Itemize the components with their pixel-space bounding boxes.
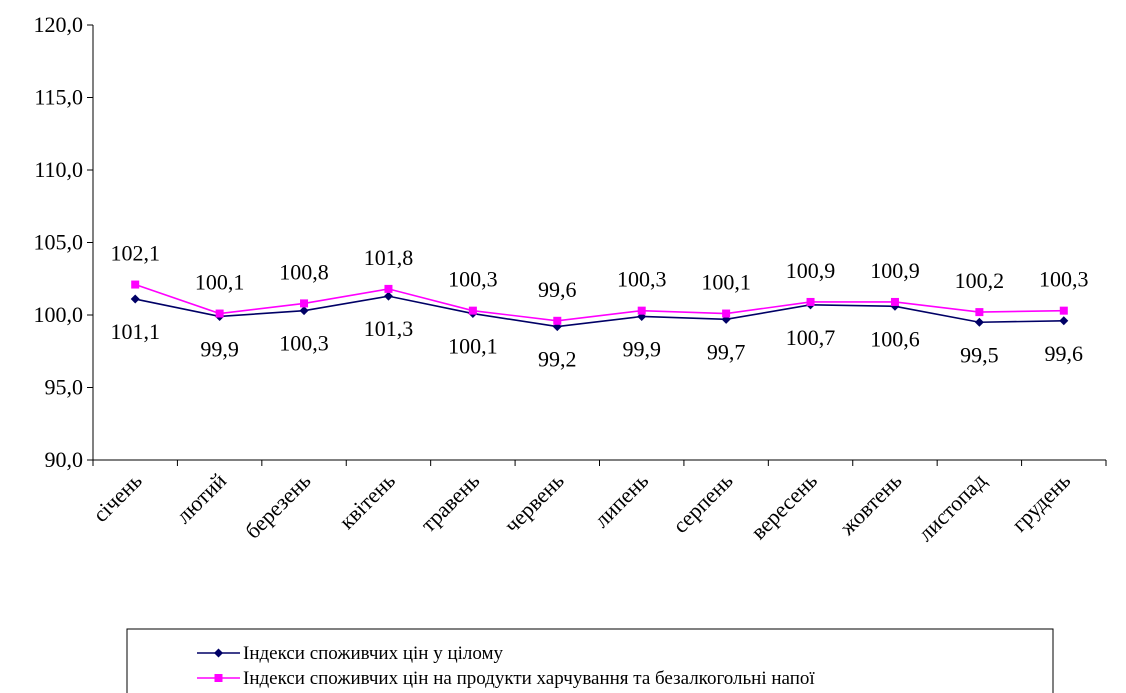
x-tick-label: липень <box>589 468 653 532</box>
data-point <box>890 297 899 306</box>
data-label: 100,2 <box>955 268 1005 293</box>
x-tick-labels: січень лютий березень квітень травень червень… <box>88 468 1076 546</box>
y-tick-label: 120,0 <box>34 12 84 37</box>
data-point <box>468 306 477 315</box>
legend-marker <box>214 674 223 682</box>
data-point <box>215 309 224 318</box>
data-label: 100,1 <box>195 270 245 295</box>
data-point <box>131 280 140 289</box>
data-point <box>553 316 562 325</box>
y-tick-label: 105,0 <box>34 230 84 255</box>
data-label: 100,3 <box>279 331 329 356</box>
data-label: 102,1 <box>110 241 160 266</box>
x-tick-label: травень <box>415 468 484 537</box>
data-point <box>806 297 815 306</box>
series-group <box>130 280 1069 332</box>
chart-axes <box>87 24 1107 466</box>
data-point <box>722 309 731 318</box>
data-label: 100,3 <box>448 267 498 292</box>
x-tick-label: грудень <box>1007 468 1076 537</box>
data-label: 100,7 <box>786 325 836 350</box>
data-label: 100,8 <box>279 259 329 284</box>
data-point <box>299 306 309 316</box>
x-tick-label: січень <box>88 468 147 527</box>
data-label: 99,6 <box>1045 341 1084 366</box>
data-point <box>975 308 984 317</box>
series-line-1 <box>135 295 1064 328</box>
data-label: 99,9 <box>200 336 239 361</box>
data-label: 99,7 <box>707 339 746 364</box>
data-label: 101,3 <box>364 316 414 341</box>
x-tick-label: лютий <box>171 468 231 528</box>
data-label: 100,3 <box>1039 267 1089 292</box>
data-point <box>383 291 393 301</box>
x-tick-label: березень <box>240 468 316 544</box>
y-tick-labels: 90,0 95,0 100,0 105,0 110,0 115,0 120,0 <box>34 12 84 472</box>
legend-box <box>126 628 1054 693</box>
legend-label: Індекси споживчих цін у цілому <box>243 643 504 664</box>
x-tick-label: червень <box>499 468 569 538</box>
data-label: 101,8 <box>364 245 414 270</box>
data-point <box>637 306 646 315</box>
x-tick-label: серпень <box>668 468 738 538</box>
data-point <box>1059 316 1069 326</box>
data-label: 100,1 <box>448 334 498 359</box>
x-tick-label: вересень <box>746 468 822 544</box>
x-tick-label: квітень <box>334 468 400 534</box>
x-tick-label: жовтень <box>834 468 907 541</box>
y-tick-label: 115,0 <box>34 85 83 110</box>
legend: Індекси споживчих цін у цілому Індекси сп… <box>126 628 1054 693</box>
y-tick-label: 100,0 <box>34 302 84 327</box>
y-tick-label: 95,0 <box>45 375 84 400</box>
data-point <box>300 299 309 308</box>
data-label: 100,1 <box>701 270 751 295</box>
legend-label: Індекси споживчих цін на продукти харчув… <box>243 668 815 689</box>
data-label: 101,1 <box>110 319 160 344</box>
data-label: 99,2 <box>538 347 577 372</box>
legend-marker <box>214 648 223 658</box>
data-label: 99,5 <box>960 342 999 367</box>
data-labels: 102,1 101,1 100,1 99,9 100,8 100,3 101,8 101,3 1… <box>110 241 1088 372</box>
y-tick-label: 110,0 <box>34 157 83 182</box>
data-label: 100,9 <box>786 258 836 283</box>
data-label: 100,6 <box>870 326 920 351</box>
x-tick-label: листопад <box>913 468 991 546</box>
data-point <box>974 317 984 327</box>
data-label: 100,9 <box>870 258 920 283</box>
series-line-2 <box>134 283 1064 322</box>
data-point <box>384 284 393 293</box>
data-label: 99,9 <box>622 336 661 361</box>
data-point <box>1059 306 1068 315</box>
data-point <box>130 294 140 304</box>
data-label: 100,3 <box>617 267 667 292</box>
y-tick-label: 90,0 <box>45 447 84 472</box>
data-label: 99,6 <box>538 277 577 302</box>
